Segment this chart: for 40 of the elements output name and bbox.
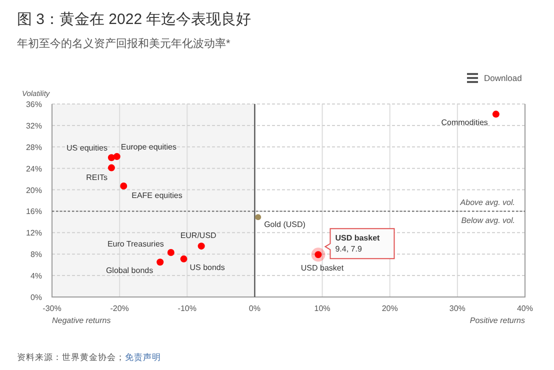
- series-label: Gold (USD): [264, 220, 306, 230]
- x-tick-label: 0%: [248, 304, 260, 313]
- text: 免责声明: [125, 352, 161, 362]
- y-tick-label: 8%: [30, 250, 42, 260]
- x-tick-label: -20%: [110, 304, 129, 313]
- series-label: REITs: [86, 172, 108, 182]
- y-tick-label: 16%: [26, 207, 42, 216]
- chart-title: 图 3：黄金在 2022 年迄今表现良好: [17, 11, 252, 28]
- ref-line-label: Above avg. vol.: [459, 198, 515, 208]
- y-tick-label: 28%: [26, 142, 42, 152]
- tooltip: USD basket 9.4, 7.9: [311, 228, 395, 262]
- y-tick-label: 36%: [26, 100, 42, 109]
- series-label: Euro Treasuries: [107, 240, 164, 249]
- x-tick-label: 10%: [314, 304, 330, 313]
- x-tick-label: 20%: [382, 304, 398, 313]
- text: 资料来源：世界黄金协会；: [17, 352, 125, 362]
- text: Negative returns: [52, 316, 111, 325]
- x-tick-label: -30%: [42, 304, 62, 313]
- text: Download: [484, 73, 522, 83]
- series-label: EUR/USD: [180, 231, 217, 240]
- series-label: USD basket: [300, 264, 344, 273]
- annotation: Below avg. vol.: [461, 216, 515, 226]
- x-tick-label: 30%: [449, 304, 466, 313]
- y-tick-label: 24%: [26, 164, 42, 174]
- series-label: US equities: [66, 144, 108, 153]
- series-label: EAFE equities: [132, 191, 182, 200]
- series-label: Commodities: [441, 118, 488, 128]
- y-tick-label: 32%: [26, 121, 42, 130]
- x-tick-label: -10%: [178, 304, 196, 313]
- series-label: US bonds: [190, 262, 225, 272]
- y-tick-label: 0%: [30, 293, 42, 302]
- text: Positive returns: [470, 316, 525, 325]
- y-tick-label: 20%: [26, 186, 42, 195]
- y-tick-label: 4%: [30, 272, 42, 281]
- series-label: Global bonds: [106, 266, 154, 276]
- series-label: Europe equities: [120, 142, 176, 152]
- x-tick-label: 40%: [516, 304, 534, 313]
- chart-subtitle: 年初至今的名义资产回报和美元年化波动率*: [17, 37, 231, 50]
- annotation: USD basket 9.4, 7.9: [335, 234, 380, 254]
- y-tick-label: 12%: [26, 228, 42, 238]
